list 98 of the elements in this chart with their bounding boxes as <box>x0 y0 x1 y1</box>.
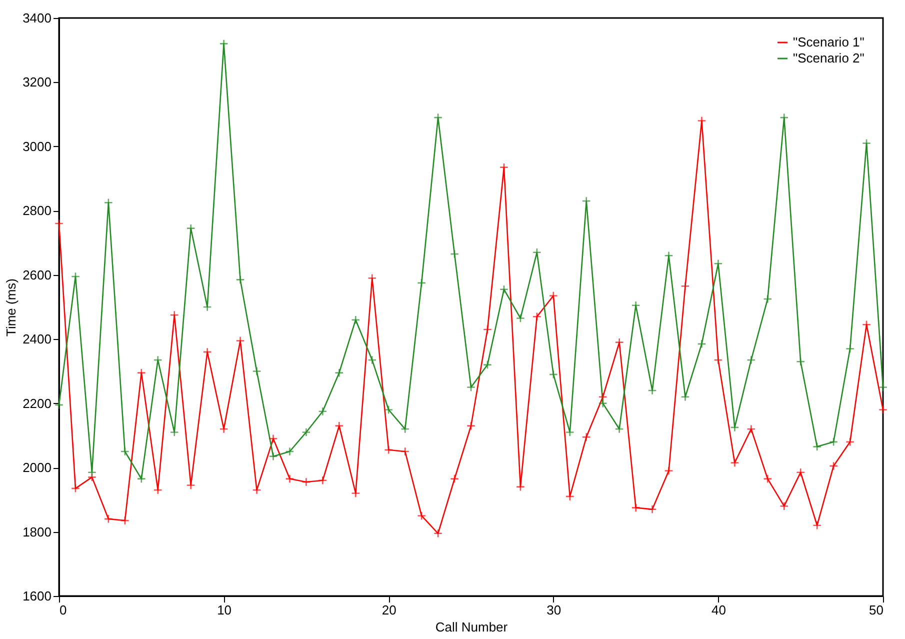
point <box>763 474 772 484</box>
point <box>87 468 96 477</box>
x-tick-label: 20 <box>382 602 396 618</box>
point <box>285 446 294 456</box>
point <box>334 368 344 378</box>
point <box>450 249 460 259</box>
point <box>302 428 311 437</box>
y-axis-title: Time (ms) <box>4 278 19 337</box>
point <box>104 514 113 524</box>
point <box>829 461 838 470</box>
point <box>614 338 624 347</box>
point <box>400 424 410 434</box>
legend-label: "Scenario 1" <box>793 34 865 50</box>
point <box>730 458 740 468</box>
point <box>70 272 80 282</box>
x-tick-label: 0 <box>60 602 67 618</box>
point <box>614 424 624 434</box>
y-tick-label: 3000 <box>22 138 52 154</box>
point <box>368 355 377 365</box>
point <box>796 468 806 477</box>
point <box>532 312 542 322</box>
point <box>482 360 492 370</box>
point <box>680 392 690 402</box>
y-tick-label: 2400 <box>22 332 52 347</box>
point <box>598 392 608 402</box>
point <box>54 400 64 410</box>
point <box>334 421 344 430</box>
point <box>780 502 789 511</box>
point <box>862 138 872 148</box>
point <box>302 477 311 487</box>
point <box>878 382 888 392</box>
point <box>746 424 756 434</box>
point <box>648 504 657 514</box>
point <box>548 291 558 300</box>
point <box>878 405 888 414</box>
point <box>846 344 855 354</box>
point <box>285 474 294 484</box>
point <box>714 355 723 365</box>
y-tick-label: 3200 <box>22 74 52 90</box>
y-tick-label: 1800 <box>22 524 52 540</box>
point <box>763 294 772 304</box>
point <box>434 528 443 538</box>
point <box>532 248 542 257</box>
y-tick-label: 2800 <box>22 203 52 218</box>
y-tick-label: 3400 <box>22 10 52 26</box>
point <box>516 482 525 492</box>
point <box>812 442 822 452</box>
x-tick-label: 50 <box>869 602 884 618</box>
y-tick-label: 2000 <box>22 460 52 476</box>
x-axis-title: Call Number <box>435 620 508 634</box>
point <box>268 452 278 461</box>
point <box>120 516 130 526</box>
point <box>417 511 426 520</box>
point <box>252 486 262 495</box>
point <box>268 434 278 444</box>
point <box>746 355 756 365</box>
point <box>796 357 806 366</box>
point <box>664 466 674 476</box>
point <box>54 218 64 228</box>
point <box>516 314 525 323</box>
x-tick-label: 40 <box>711 602 726 618</box>
point <box>466 421 476 430</box>
point <box>829 437 838 446</box>
point <box>252 366 262 376</box>
point <box>499 284 508 294</box>
point <box>450 474 460 484</box>
point <box>548 370 558 379</box>
point <box>136 474 146 484</box>
point <box>499 162 508 172</box>
point <box>351 315 360 324</box>
point <box>236 275 245 284</box>
point <box>565 492 574 501</box>
point <box>153 355 162 365</box>
point <box>400 446 410 456</box>
point <box>812 520 822 530</box>
x-tick-label: 30 <box>546 602 562 618</box>
point <box>680 282 690 291</box>
point <box>466 382 476 392</box>
point <box>318 406 328 416</box>
point <box>70 484 80 493</box>
point <box>482 324 492 334</box>
y-tick-label: 1600 <box>22 588 52 604</box>
point <box>598 398 608 408</box>
point <box>384 445 394 454</box>
x-tick-label: 10 <box>217 602 232 618</box>
point <box>318 476 328 485</box>
point <box>631 503 640 512</box>
point <box>697 339 706 348</box>
point <box>846 437 855 446</box>
legend-label: "Scenario 2" <box>793 50 865 66</box>
point <box>384 405 394 414</box>
point <box>417 278 426 288</box>
point <box>582 432 591 442</box>
y-tick-label: 2200 <box>22 396 52 411</box>
point <box>104 198 113 208</box>
y-tick-label: 2600 <box>22 267 52 282</box>
point <box>120 446 130 456</box>
point <box>219 424 228 434</box>
